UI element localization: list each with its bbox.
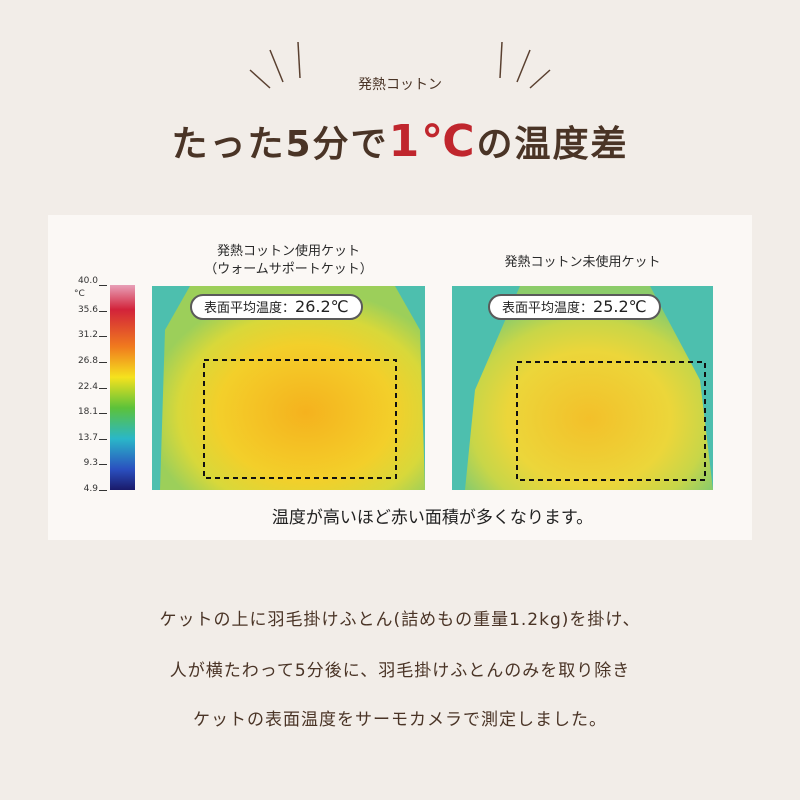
scale-unit: °C (74, 289, 85, 299)
temperature: 26.2℃ (295, 297, 349, 316)
measure-area (516, 361, 706, 481)
scale-tick-label: 31.2 (77, 330, 98, 341)
color-scale (110, 285, 135, 490)
scale-tick (99, 387, 107, 389)
scale-tick (99, 336, 107, 338)
scale-tick-label: 13.7 (77, 432, 98, 443)
scale-tick-label: 22.4 (77, 381, 98, 392)
scale-tick-label: 35.6 (77, 304, 98, 315)
thermal-image (160, 286, 425, 490)
temperature-label: 表面平均温度：26.2℃ (190, 294, 363, 320)
label: 表面平均温度： (502, 301, 594, 316)
scale-tick (99, 413, 107, 415)
scale-tick-label: 26.8 (77, 355, 98, 366)
scale-tick (99, 361, 107, 363)
caption: 発熱コットン未使用ケット (452, 254, 713, 272)
title: たった5分で1℃の温度差 (0, 115, 800, 167)
scale-tick (99, 438, 107, 440)
body-line: 人が横たわって5分後に、羽毛掛けふとんのみを取り除き (169, 661, 631, 681)
caption-line: （ウォームサポートケット） (204, 262, 373, 277)
scale-tick (99, 310, 107, 312)
scale-tick (99, 490, 107, 491)
scale-tick-label: 4.9 (83, 484, 98, 494)
note: 温度が高いほど赤い面積が多くなります。 (271, 508, 594, 528)
caption-line: 発熱コットン使用ケット (216, 244, 360, 259)
caption: 発熱コットン使用ケット （ウォームサポートケット） (152, 243, 425, 279)
temperature-label: 表面平均温度：25.2℃ (488, 294, 661, 320)
scale-tick (99, 285, 107, 286)
scale-tick-label: 40.0 (77, 276, 98, 286)
caption-line: 発熱コットン未使用ケット (504, 255, 661, 270)
title-tail: の温度差 (476, 124, 629, 165)
label: 表面平均温度： (204, 301, 296, 316)
title-highlight: 1℃ (388, 116, 477, 167)
measure-area (203, 359, 397, 479)
scale-tick-label: 9.3 (83, 458, 98, 469)
body-line: ケットの上に羽毛掛けふとん(詰めもの重量1.2kg)を掛け、 (159, 610, 641, 630)
scale-tick-label: 18.1 (77, 407, 98, 418)
temperature: 25.2℃ (593, 297, 647, 316)
thermal-image (465, 286, 713, 490)
body-line: ケットの表面温度をサーモカメラで測定しました。 (193, 710, 607, 730)
title-lead: たった5分で (171, 124, 389, 165)
scale-tick (99, 464, 107, 466)
eyebrow: 発熱コットン (358, 77, 442, 93)
